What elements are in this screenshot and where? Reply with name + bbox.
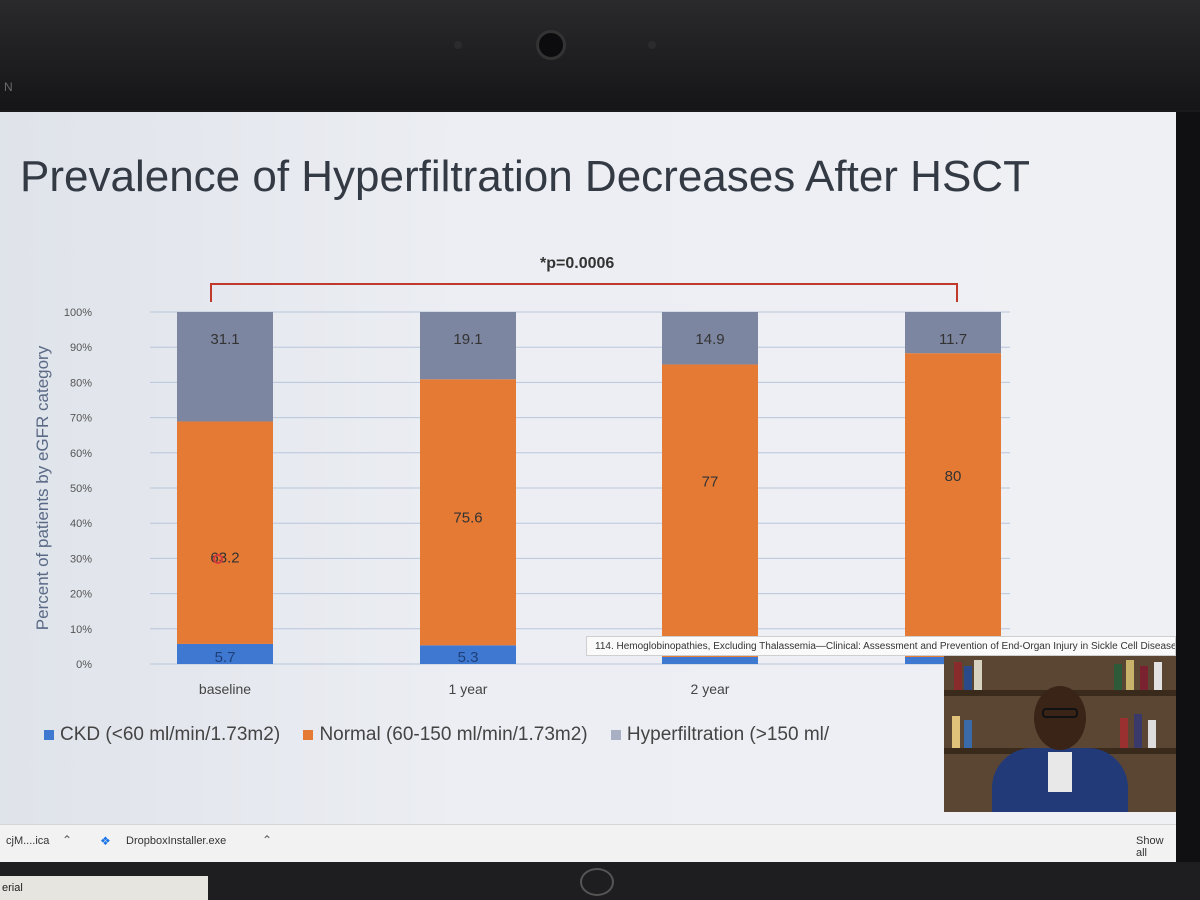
dropbox-icon: ❖ bbox=[100, 834, 111, 848]
slide-title: Prevalence of Hyperfiltration Decreases … bbox=[20, 152, 1030, 201]
download-item-1[interactable]: cjM....ica bbox=[6, 835, 50, 847]
bezel-sensor-icon bbox=[454, 41, 462, 49]
legend-item-ckd: CKD (<60 ml/min/1.73m2) bbox=[44, 724, 280, 745]
x-tick-label: baseline bbox=[199, 681, 251, 697]
glasses-icon bbox=[1042, 708, 1078, 718]
bar-segment-ckd bbox=[662, 656, 758, 664]
book bbox=[1134, 714, 1142, 748]
y-tick-label: 70% bbox=[70, 413, 92, 425]
book bbox=[1154, 662, 1162, 690]
bar-segment-normal bbox=[420, 379, 516, 646]
book bbox=[1114, 664, 1122, 690]
y-axis-label: Percent of patients by eGFR category bbox=[33, 345, 52, 630]
book bbox=[974, 660, 982, 690]
legend-swatch-hyperfiltration bbox=[610, 729, 621, 740]
book bbox=[952, 716, 960, 748]
book bbox=[964, 720, 972, 748]
y-tick-label: 60% bbox=[70, 448, 92, 460]
book bbox=[1120, 718, 1128, 748]
webcam-icon bbox=[536, 30, 566, 60]
p-value-label: *p=0.0006 bbox=[540, 255, 615, 272]
data-label: 31.1 bbox=[210, 331, 239, 348]
y-tick-label: 30% bbox=[70, 553, 92, 565]
speaker-video[interactable] bbox=[944, 656, 1176, 812]
bar-segment-hyperfiltration bbox=[905, 312, 1001, 354]
book bbox=[954, 662, 962, 690]
legend-swatch-normal bbox=[303, 729, 314, 740]
data-label: 77 bbox=[702, 474, 719, 491]
bar-segment-normal bbox=[905, 353, 1001, 657]
data-label: 19.1 bbox=[453, 331, 482, 348]
y-tick-label: 0% bbox=[76, 659, 92, 671]
data-label: 75.6 bbox=[453, 509, 482, 526]
book bbox=[1140, 666, 1148, 690]
y-tick-label: 20% bbox=[70, 589, 92, 601]
y-tick-label: 80% bbox=[70, 377, 92, 389]
data-label: 14.9 bbox=[695, 331, 724, 348]
x-tick-label: 1 year bbox=[449, 681, 488, 697]
y-tick-label: 10% bbox=[70, 624, 92, 636]
laptop-bezel-top bbox=[0, 0, 1200, 110]
y-tick-label: 50% bbox=[70, 483, 92, 495]
hp-logo-icon bbox=[580, 868, 614, 896]
y-tick-label: 40% bbox=[70, 518, 92, 530]
book bbox=[1148, 720, 1156, 748]
bar-segment-hyperfiltration bbox=[177, 312, 273, 422]
screen-edge bbox=[1176, 112, 1200, 862]
bar-segment-ckd bbox=[420, 645, 516, 664]
speaker-head bbox=[1034, 686, 1086, 750]
data-label: 5.7 bbox=[215, 649, 236, 666]
stacked-bar-chart: 0% 10% 20% 30% 40% 50% 60% 70% 80% 90% 100% Percent… bbox=[33, 283, 1010, 697]
y-tick-label: 100% bbox=[64, 307, 92, 319]
chevron-up-icon[interactable]: ⌃ bbox=[262, 833, 273, 847]
significance-bracket bbox=[210, 283, 958, 302]
data-label: 11.7 bbox=[939, 331, 967, 348]
speaker-shirt bbox=[1048, 752, 1072, 792]
downloads-bar: cjM....ica ⌃ ❖ DropboxInstaller.exe ⌃ Sh… bbox=[0, 824, 1176, 863]
bar-segment-normal bbox=[177, 421, 273, 644]
bar-segment-hyperfiltration bbox=[662, 312, 758, 365]
bar-segment-normal bbox=[662, 364, 758, 657]
bezel-mark: N bbox=[4, 80, 13, 94]
book bbox=[1126, 660, 1134, 690]
legend-swatch-ckd bbox=[44, 729, 54, 740]
legend-item-hyperfiltration: Hyperfiltration (>150 ml/ bbox=[610, 724, 829, 745]
download-item-2[interactable]: DropboxInstaller.exe bbox=[126, 835, 227, 847]
data-label: 5.3 bbox=[458, 649, 479, 666]
cursor-marker-icon bbox=[213, 554, 223, 564]
book bbox=[964, 666, 972, 690]
legend-item-normal: Normal (60-150 ml/min/1.73m2) bbox=[303, 724, 588, 745]
x-tick-label: 2 year bbox=[691, 681, 730, 697]
chart-legend: CKD (<60 ml/min/1.73m2) Normal (60-150 m… bbox=[44, 724, 847, 746]
bezel-sensor-icon bbox=[648, 41, 656, 49]
y-tick-label: 90% bbox=[70, 342, 92, 354]
session-tooltip: 114. Hemoglobinopathies, Excluding Thala… bbox=[586, 636, 1176, 656]
bar-segment-ckd bbox=[177, 643, 273, 664]
bar-segment-hyperfiltration bbox=[420, 312, 516, 380]
presentation-screen: Prevalence of Hyperfiltration Decreases … bbox=[0, 112, 1176, 863]
data-label: 80 bbox=[945, 468, 962, 485]
serial-sticker: erial bbox=[0, 876, 208, 900]
show-all-button[interactable]: Show all bbox=[1136, 835, 1164, 859]
chevron-up-icon[interactable]: ⌃ bbox=[62, 833, 73, 847]
